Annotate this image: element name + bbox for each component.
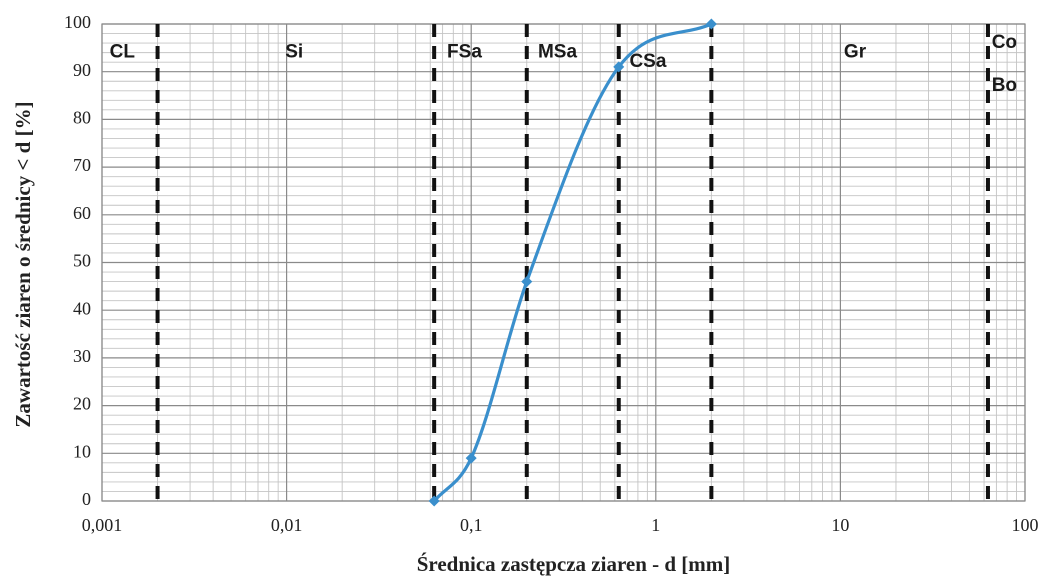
y-tick-label: 70 [73, 155, 91, 175]
zone-labels: CL Si FSa MSa CSa Gr Co Bo [110, 32, 1017, 96]
x-tick-label: 10 [831, 515, 849, 535]
major-grid [101, 23, 1026, 502]
series-layer [428, 18, 717, 507]
zone-label: Si [285, 42, 303, 63]
y-tick-labels: 0 10 20 30 40 50 60 70 80 90 100 [64, 12, 91, 509]
zone-boundaries [155, 24, 990, 501]
zone-label: Gr [844, 42, 867, 63]
zone-label: MSa [538, 42, 578, 63]
x-tick-label: 100 [1012, 515, 1039, 535]
x-axis-title: Średnica zastępcza ziaren - d [mm] [417, 552, 731, 576]
data-point-marker [428, 495, 440, 507]
y-tick-label: 50 [73, 251, 91, 271]
y-tick-label: 30 [73, 346, 91, 366]
y-tick-label: 60 [73, 203, 91, 223]
zone-label: CSa [629, 51, 666, 72]
x-tick-label: 0,001 [82, 515, 123, 535]
x-tick-labels: 0,001 0,01 0,1 1 10 100 [82, 515, 1039, 535]
y-tick-label: 100 [64, 12, 91, 32]
y-tick-label: 80 [73, 108, 91, 128]
x-tick-label: 0,1 [460, 515, 483, 535]
x-tick-label: 0,01 [271, 515, 303, 535]
data-point-marker [465, 452, 477, 464]
y-axis-title: Zawartość ziaren o średnicy < d [%] [11, 101, 35, 427]
y-tick-label: 40 [73, 298, 91, 318]
y-tick-label: 90 [73, 60, 91, 80]
zone-label: Co [992, 32, 1017, 53]
data-point-marker [705, 18, 717, 30]
zone-label: FSa [447, 42, 482, 63]
data-point-marker [521, 276, 533, 288]
plot-border [101, 23, 1026, 502]
y-tick-label: 20 [73, 394, 91, 414]
data-point-marker [613, 61, 625, 73]
y-tick-label: 10 [73, 441, 91, 461]
zone-label: Bo [992, 75, 1017, 96]
zone-label: CL [110, 42, 136, 63]
x-tick-label: 1 [651, 515, 660, 535]
y-tick-label: 0 [82, 489, 91, 509]
